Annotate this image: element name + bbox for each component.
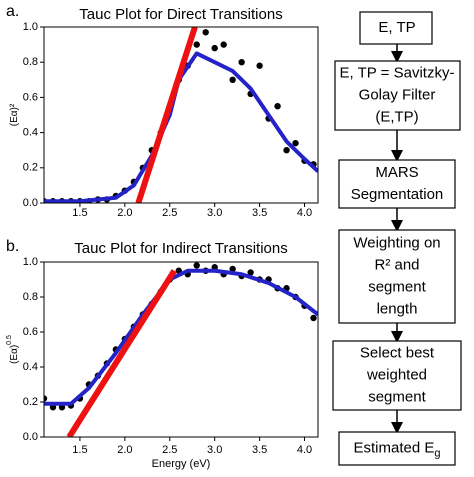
plot-frame [43, 26, 319, 204]
flow-text: Segmentation [351, 186, 444, 203]
flow-text: R² and [374, 256, 419, 273]
flow-box [338, 431, 456, 466]
flow-text: Weighting on [353, 234, 440, 251]
data-point [310, 314, 317, 322]
x-tick-label: 4.0 [297, 444, 312, 456]
flow-text-sub: g [434, 447, 440, 459]
x-axis-label: Energy (eV) [152, 458, 211, 470]
flow-text-line: (E,TP) [375, 108, 418, 125]
flow-text-line: length [377, 300, 418, 317]
y-tick-label: 0.8 [23, 56, 38, 68]
data-point [193, 41, 200, 48]
data-point [202, 29, 209, 36]
y-tick-label: 0.4 [23, 361, 38, 373]
flow-text-line: Select best [360, 344, 435, 361]
flow-text-line: Golay Filter [359, 86, 436, 103]
y-tick-label: 0.8 [23, 291, 38, 303]
data-point [274, 103, 281, 110]
y-axis-label-text: (Eα)² [9, 103, 20, 126]
x-tick-label: 4.0 [297, 207, 312, 219]
flow-text-line: E, TP [378, 19, 415, 36]
flow-text-line: Weighting on [353, 234, 440, 251]
x-tick-label: 3.5 [252, 207, 267, 219]
x-tick-label: 2.5 [162, 444, 177, 456]
y-tick-label: 0.0 [23, 197, 38, 209]
y-tick-label: 1.0 [23, 21, 38, 33]
y-tick-label: 1.0 [23, 256, 38, 268]
data-point [229, 265, 236, 273]
plot-frame [43, 261, 319, 438]
flow-text: segment [368, 278, 426, 295]
panel-label: a. [6, 3, 19, 20]
x-tick-label: 3.5 [252, 444, 267, 456]
chart-title: Tauc Plot for Indirect Transitions [74, 240, 287, 257]
data-point [292, 139, 299, 147]
data-point [229, 76, 236, 84]
flow-text: (E,TP) [375, 108, 418, 125]
flow-box [338, 159, 456, 209]
flow-text-line: segment [368, 388, 426, 405]
plot-area [44, 27, 318, 203]
y-tick-label: 0.4 [23, 127, 38, 139]
plot-area [44, 262, 318, 437]
flow-text-line: weighted [366, 366, 427, 383]
x-tick-label: 2.5 [162, 207, 177, 219]
flow-text: Golay Filter [359, 86, 436, 103]
panel-label: b. [6, 238, 19, 255]
data-point [211, 44, 218, 52]
flow-text: weighted [366, 366, 427, 383]
flow-text: E, TP [378, 19, 415, 36]
y-tick-label: 0.2 [23, 396, 38, 408]
y-axis-label: (Eα)0.5 [6, 335, 20, 364]
x-tick-label: 3.0 [207, 207, 222, 219]
flow-text: Estimated Eg [354, 439, 441, 459]
y-axis-label: (Eα)² [9, 103, 20, 126]
x-tick-label: 1.5 [72, 207, 87, 219]
x-tick-label: 2.0 [117, 444, 132, 456]
flow-text-line: Estimated E [354, 439, 435, 456]
y-axis-label-sup: 0.5 [6, 335, 13, 345]
fit-line [44, 51, 318, 203]
flow-text-line: Segmentation [351, 186, 444, 203]
data-point [283, 147, 290, 154]
flow-text-line: E, TP = Savitzky- [340, 64, 455, 81]
y-tick-label: 0.2 [23, 162, 38, 174]
x-tick-label: 2.0 [117, 207, 132, 219]
flow-text-line: MARS [375, 164, 418, 181]
x-tick-label: 1.5 [72, 444, 87, 456]
y-tick-label: 0.6 [23, 326, 38, 338]
x-tick-label: 3.0 [207, 444, 222, 456]
flow-text-line: segment [368, 278, 426, 295]
y-axis-label-text: (Eα) [9, 345, 20, 364]
chart-title: Tauc Plot for Direct Transitions [79, 6, 282, 23]
data-point [247, 269, 254, 276]
fit-line [44, 268, 318, 406]
flow-text: Select best [360, 344, 435, 361]
flow-box [359, 11, 433, 45]
data-point [44, 395, 48, 402]
flow-text: MARS [375, 164, 418, 181]
flow-text-line: R² and [374, 256, 419, 273]
data-point [256, 62, 263, 69]
data-point [220, 41, 227, 48]
fit-line [66, 269, 177, 437]
data-point [193, 262, 200, 269]
y-tick-label: 0.0 [23, 431, 38, 443]
flow-text: segment [368, 388, 426, 405]
data-point [238, 59, 245, 66]
flow-text: E, TP = Savitzky- [340, 64, 455, 81]
fit-line [135, 27, 198, 203]
flow-box [334, 60, 461, 131]
flow-text: length [377, 300, 418, 317]
y-tick-label: 0.6 [23, 91, 38, 103]
